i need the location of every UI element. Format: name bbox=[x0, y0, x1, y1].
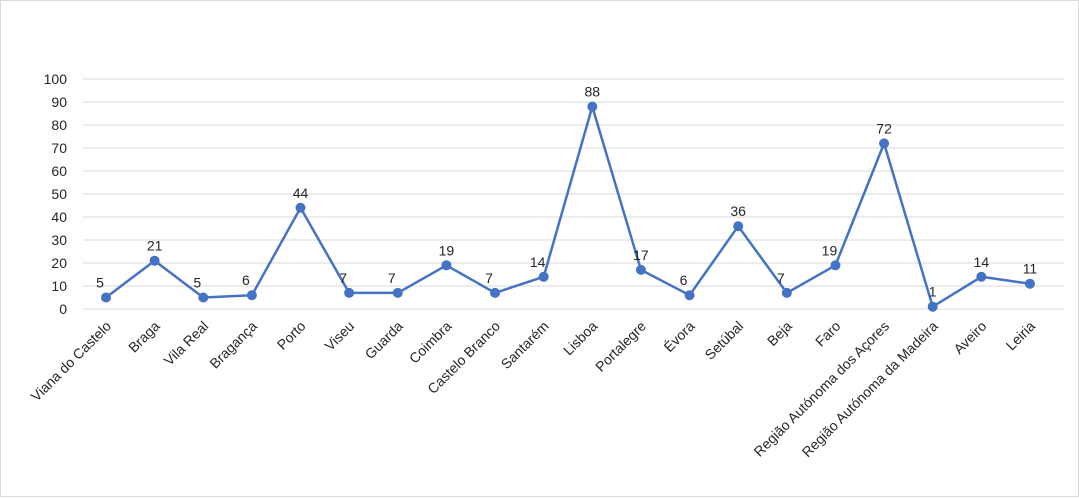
x-tick-label: Porto bbox=[274, 318, 309, 353]
data-point bbox=[830, 260, 841, 271]
data-point bbox=[635, 264, 646, 275]
data-point bbox=[781, 287, 792, 298]
x-tick-label: Viseu bbox=[321, 318, 357, 354]
y-tick-label: 90 bbox=[51, 94, 67, 110]
data-label: 72 bbox=[876, 120, 892, 136]
x-tick-label: Bragança bbox=[206, 318, 260, 372]
data-point bbox=[976, 271, 987, 282]
y-tick-label: 10 bbox=[51, 278, 67, 294]
data-label: 1 bbox=[929, 284, 937, 300]
series-line bbox=[105, 105, 1031, 308]
x-tick-label: Santarém bbox=[498, 318, 552, 372]
x-tick-label: Aveiro bbox=[950, 318, 989, 357]
data-point bbox=[879, 138, 890, 149]
data-label: 17 bbox=[633, 247, 649, 263]
data-label: 14 bbox=[974, 254, 990, 270]
data-point bbox=[490, 287, 501, 298]
data-label: 5 bbox=[193, 275, 201, 291]
data-point bbox=[149, 255, 160, 266]
data-label: 44 bbox=[293, 185, 309, 201]
y-tick-label: 70 bbox=[51, 140, 67, 156]
data-point bbox=[198, 292, 209, 303]
data-label: 19 bbox=[439, 242, 455, 258]
data-point bbox=[246, 290, 257, 301]
x-tick-label: Lisboa bbox=[560, 318, 601, 359]
x-tick-label: Coimbra bbox=[406, 318, 455, 367]
y-axis-ticks: 0 10 20 30 40 50 60 70 80 90 100 bbox=[44, 71, 68, 317]
data-point bbox=[295, 202, 306, 213]
data-label: 7 bbox=[339, 270, 347, 286]
data-label: 7 bbox=[485, 270, 493, 286]
y-tick-label: 60 bbox=[51, 163, 67, 179]
data-point bbox=[587, 101, 598, 112]
x-tick-label: Faro bbox=[812, 318, 844, 350]
data-label: 6 bbox=[242, 272, 250, 288]
x-tick-label: Guarda bbox=[362, 318, 406, 362]
x-tick-label: Viana do Castelo bbox=[28, 318, 115, 405]
data-point bbox=[733, 221, 744, 232]
series-points bbox=[101, 101, 1035, 312]
data-point bbox=[684, 290, 695, 301]
y-tick-label: 50 bbox=[51, 186, 67, 202]
data-label: 11 bbox=[1023, 261, 1038, 277]
series-line-path bbox=[105, 105, 1031, 308]
x-tick-label: Setúbal bbox=[701, 318, 746, 363]
data-point bbox=[441, 260, 452, 271]
y-tick-label: 20 bbox=[51, 255, 67, 271]
data-label: 36 bbox=[730, 203, 746, 219]
x-tick-label: Leiria bbox=[1003, 318, 1039, 354]
y-tick-label: 80 bbox=[51, 117, 67, 133]
data-point bbox=[538, 271, 549, 282]
data-label: 14 bbox=[530, 254, 546, 270]
data-label: 88 bbox=[585, 84, 601, 100]
x-tick-label: Évora bbox=[661, 318, 698, 355]
x-tick-label: Vila Real bbox=[161, 318, 212, 369]
data-labels: 5 21 5 6 44 7 7 19 7 14 88 17 6 36 7 19 72 1 14 11 bbox=[96, 84, 1037, 300]
y-tick-label: 40 bbox=[51, 209, 67, 225]
data-label: 5 bbox=[96, 275, 104, 291]
data-point bbox=[1024, 278, 1035, 289]
gridlines bbox=[83, 78, 1064, 310]
y-tick-label: 0 bbox=[59, 301, 67, 317]
y-tick-label: 100 bbox=[44, 71, 68, 87]
y-tick-label: 30 bbox=[51, 232, 67, 248]
data-label: 19 bbox=[822, 242, 838, 258]
data-point bbox=[344, 287, 355, 298]
x-tick-label: Braga bbox=[125, 318, 163, 356]
data-label: 21 bbox=[147, 238, 163, 254]
data-label: 7 bbox=[388, 270, 396, 286]
data-point bbox=[392, 287, 403, 298]
x-tick-label: Portalegre bbox=[592, 318, 649, 375]
data-point bbox=[101, 292, 111, 303]
x-tick-label: Beja bbox=[764, 318, 795, 349]
data-point bbox=[927, 301, 938, 312]
data-label: 6 bbox=[680, 272, 688, 288]
data-label: 7 bbox=[777, 270, 785, 286]
